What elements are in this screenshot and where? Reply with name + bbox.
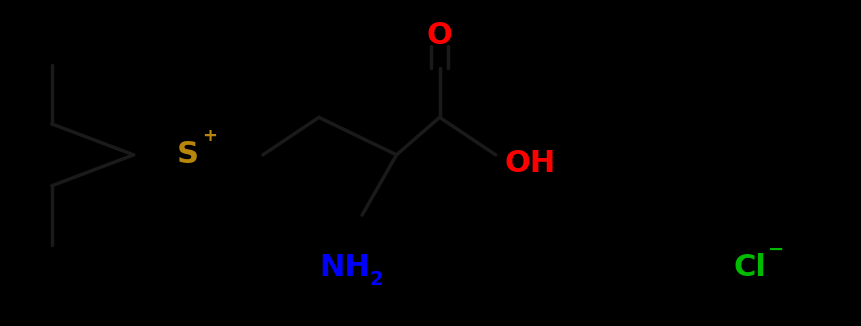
Text: S: S <box>177 141 199 169</box>
Text: 2: 2 <box>369 270 382 289</box>
Text: Cl: Cl <box>733 253 765 282</box>
Text: O: O <box>426 22 452 50</box>
Text: +: + <box>201 127 217 145</box>
Text: −: − <box>767 240 783 259</box>
Text: NH: NH <box>319 253 369 282</box>
Text: OH: OH <box>504 149 554 177</box>
